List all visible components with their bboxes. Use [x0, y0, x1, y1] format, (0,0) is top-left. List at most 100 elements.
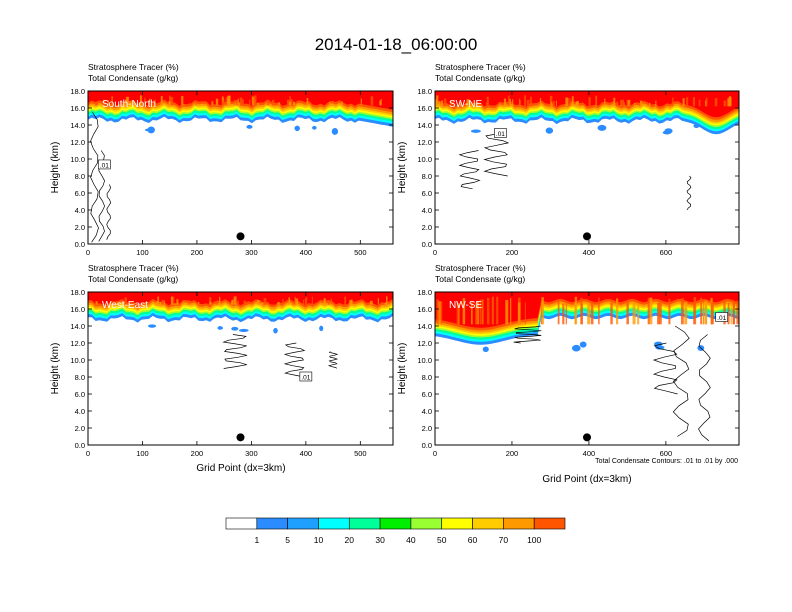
- tracer-streak: [727, 303, 730, 325]
- tracer-streak: [496, 296, 499, 325]
- tracer-streak: [649, 297, 653, 325]
- tracer-streak: [469, 100, 471, 107]
- tracer-streak: [647, 298, 650, 325]
- y-tick-label: 18.0: [417, 87, 432, 96]
- condensate-contours: [458, 133, 692, 211]
- tracer-streak: [195, 100, 197, 106]
- tracer-streak: [462, 298, 466, 325]
- tracer-streak: [288, 101, 292, 106]
- tracer-streak: [657, 303, 660, 325]
- y-tick-label: 8.0: [75, 373, 85, 382]
- colorbar-box-7: [441, 517, 473, 530]
- tracer-streak: [626, 302, 629, 325]
- tracer-streak: [208, 297, 212, 305]
- tracer-streak: [181, 95, 184, 106]
- panel-subtitle-condensate: Total Condensate (g/kg): [88, 73, 178, 83]
- tracer-streak: [456, 302, 458, 325]
- tracer-streak: [616, 101, 619, 107]
- tracer-streak: [311, 296, 313, 305]
- tracer-streak: [581, 303, 583, 325]
- plot-frame: [434, 291, 740, 446]
- cloud-blob: [693, 123, 700, 128]
- plot-frame: [87, 291, 394, 446]
- tracer-streak: [510, 298, 512, 325]
- tracer-streak: [187, 299, 190, 305]
- tracer-streak: [693, 303, 695, 325]
- tracer-streak: [512, 99, 514, 107]
- x-tick-label: 500: [354, 248, 367, 257]
- tracer-streak: [267, 99, 270, 106]
- tracer-streak: [686, 97, 689, 107]
- tracer-streak: [491, 297, 494, 325]
- tracer-streak: [692, 97, 696, 107]
- tracer-streak: [277, 301, 280, 305]
- y-tick-label: 4.0: [75, 407, 85, 416]
- tracer-streak: [524, 302, 526, 325]
- y-axis-label: Height (km): [397, 343, 408, 395]
- panel-south-north: Stratosphere Tracer (%)Total Condensate …: [50, 62, 394, 257]
- tracer-streak: [149, 98, 151, 106]
- tracer-streak: [459, 101, 462, 107]
- tracer-streak: [698, 99, 701, 107]
- contour-line: [222, 334, 248, 369]
- tracer-field: .01: [88, 292, 393, 445]
- x-tick-label: 200: [506, 449, 519, 458]
- tracer-streak: [225, 97, 228, 106]
- tracer-streak: [370, 96, 374, 106]
- cloud-blob: [482, 346, 489, 353]
- y-tick-label: 2.0: [422, 424, 432, 433]
- tracer-streak: [278, 102, 281, 106]
- tracer-streak: [237, 300, 240, 305]
- tracer-streak: [292, 303, 294, 305]
- tracer-streak: [440, 301, 443, 325]
- y-tick-label: 14.0: [417, 121, 432, 130]
- panel-subtitle-condensate: Total Condensate (g/kg): [88, 274, 178, 284]
- tracer-streak: [95, 101, 98, 106]
- tracer-streak: [124, 301, 127, 305]
- tracer-streak: [257, 299, 260, 305]
- colorbar-label: 100: [527, 535, 541, 545]
- cloud-blob: [147, 324, 157, 328]
- tracer-streak: [286, 99, 290, 106]
- tracer-streak: [159, 302, 162, 305]
- tracer-streak: [595, 95, 597, 107]
- tracer-band-8: [88, 292, 393, 306]
- colorbar-label: 20: [345, 535, 355, 545]
- tracer-streak: [632, 302, 636, 325]
- tracer-streak: [124, 297, 128, 305]
- tracer-streak: [163, 300, 165, 305]
- tracer-streak: [329, 101, 331, 106]
- tracer-streak: [639, 100, 643, 107]
- contour-line: [652, 342, 678, 395]
- tracer-streak: [566, 97, 570, 107]
- tracer-streak: [569, 98, 571, 107]
- y-tick-label: 0.0: [75, 441, 85, 450]
- x-tick-label: 200: [506, 248, 519, 257]
- colorbar-box-1: [256, 517, 288, 530]
- tracer-streak: [727, 98, 730, 107]
- tracer-streak: [435, 99, 437, 107]
- tracer-streak: [557, 299, 560, 325]
- y-tick-label: 10.0: [70, 155, 85, 164]
- tracer-streak: [440, 100, 444, 107]
- tracer-streak: [172, 296, 175, 305]
- colorbar-box-2: [287, 517, 319, 530]
- colorbar-label: 60: [468, 535, 478, 545]
- tracer-streak: [655, 100, 657, 107]
- tracer-streak: [503, 98, 507, 107]
- x-tick-label: 400: [583, 449, 596, 458]
- tracer-streak: [170, 296, 173, 305]
- y-tick-label: 8.0: [422, 373, 432, 382]
- tracer-streak: [247, 302, 249, 305]
- tracer-streak: [266, 99, 268, 106]
- colorbar-box-8: [472, 517, 504, 530]
- tracer-streak: [257, 102, 259, 106]
- y-tick-label: 12.0: [417, 138, 432, 147]
- tracer-streak: [380, 98, 382, 106]
- x-axis-label-right: Grid Point (dx=3km): [542, 474, 631, 485]
- tracer-streak: [157, 296, 160, 305]
- tracer-streak: [552, 100, 555, 107]
- cloud-blob: [319, 325, 324, 332]
- tracer-streak: [576, 100, 579, 107]
- y-tick-label: 14.0: [70, 322, 85, 331]
